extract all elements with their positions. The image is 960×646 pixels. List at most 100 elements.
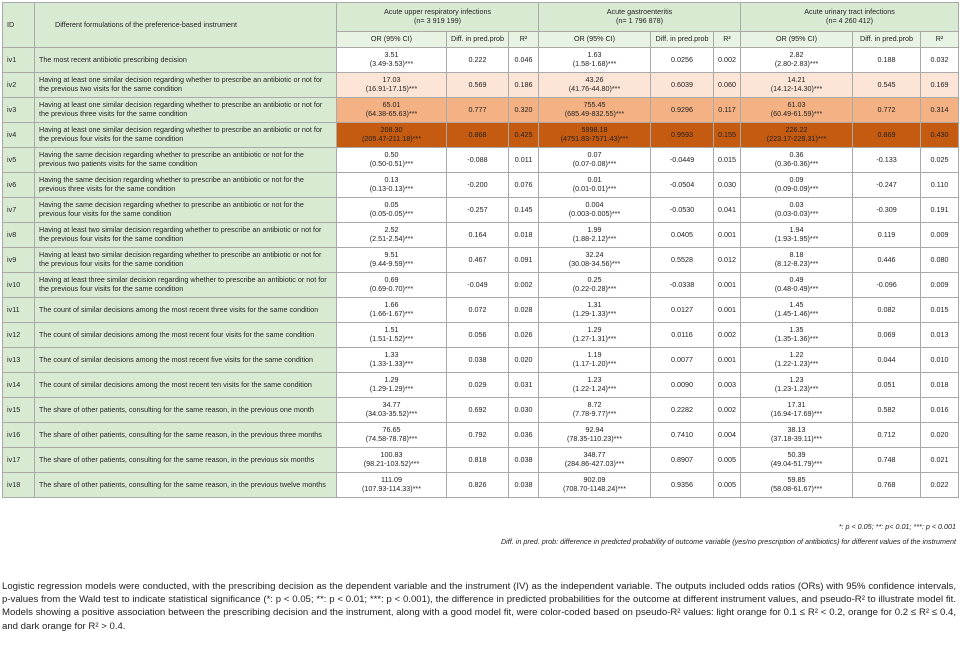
confidence-interval: (0.69-0.70)*** bbox=[369, 284, 414, 293]
table-row: iv8 Having at least two similar decision … bbox=[2, 222, 960, 248]
r-squared: 0.001 bbox=[713, 297, 742, 323]
odds-ratio: 92.94 bbox=[585, 425, 604, 435]
odds-ratio-cell: 14.21 (14.12-14.30)*** bbox=[740, 72, 854, 98]
odds-ratio-cell: 34.77 (34.03-35.52)*** bbox=[336, 397, 447, 423]
r-squared: 0.021 bbox=[920, 447, 960, 473]
r-squared: 0.001 bbox=[713, 347, 742, 373]
confidence-interval: (0.48-0.49)*** bbox=[774, 284, 819, 293]
odds-ratio-cell: 226.22 (223.17-229.31)*** bbox=[740, 122, 854, 148]
caption: Logistic regression models were conducte… bbox=[2, 581, 956, 632]
r-squared: 0.076 bbox=[507, 172, 540, 198]
odds-ratio: 1.51 bbox=[384, 325, 399, 335]
r-squared: 0.020 bbox=[507, 347, 540, 373]
table-row: iv15 The share of other patients, consult… bbox=[2, 397, 960, 423]
group-name: Acute gastroenteritis bbox=[606, 7, 673, 17]
r-squared: 0.001 bbox=[713, 272, 742, 298]
diff-pred-prob: 0.467 bbox=[446, 247, 509, 273]
diff-pred-prob: 0.038 bbox=[446, 347, 509, 373]
r-squared: 0.016 bbox=[920, 397, 960, 423]
r-squared: 0.002 bbox=[713, 47, 742, 73]
subheader: R² bbox=[920, 31, 960, 48]
odds-ratio: 0.05 bbox=[384, 200, 399, 210]
odds-ratio-cell: 0.01 (0.01-0.01)*** bbox=[538, 172, 652, 198]
odds-ratio-cell: 348.77 (284.86-427.03)*** bbox=[538, 447, 652, 473]
diff-pred-prob: 0.768 bbox=[852, 472, 922, 498]
group-header: Acute upper respiratory infections (n= 3 … bbox=[335, 2, 540, 32]
group-n: (n= 1 796 878) bbox=[616, 16, 663, 25]
row-description: Having at least one similar decision reg… bbox=[34, 122, 337, 148]
header-row: ID Different formulations of the preferen… bbox=[2, 2, 960, 48]
r-squared: 0.010 bbox=[920, 347, 960, 373]
r-squared: 0.155 bbox=[713, 122, 742, 148]
odds-ratio-cell: 59.85 (58.08-61.67)*** bbox=[740, 472, 854, 498]
subheader: OR (95% CI) bbox=[538, 31, 652, 48]
subheader: Diff. in pred.prob bbox=[446, 31, 509, 48]
r-squared: 0.009 bbox=[920, 222, 960, 248]
confidence-interval: (2.80-2.83)*** bbox=[774, 59, 819, 68]
odds-ratio: 5998.18 bbox=[581, 125, 608, 135]
diff-pred-prob: -0.0449 bbox=[650, 147, 715, 173]
group-name: Acute urinary tract infections bbox=[804, 7, 895, 17]
confidence-interval: (16.94-17.69)*** bbox=[770, 409, 823, 418]
odds-ratio-cell: 9.51 (9.44-9.59)*** bbox=[336, 247, 447, 273]
results-table: ID Different formulations of the preferen… bbox=[2, 2, 960, 498]
subheader: OR (95% CI) bbox=[740, 31, 854, 48]
odds-ratio-cell: 0.36 (0.36-0.36)*** bbox=[740, 147, 854, 173]
diff-pred-prob: 0.056 bbox=[446, 322, 509, 348]
row-description: Having at least three similar decision r… bbox=[34, 272, 337, 298]
odds-ratio: 9.51 bbox=[384, 250, 399, 260]
odds-ratio: 8.18 bbox=[789, 250, 804, 260]
group-name: Acute upper respiratory infections bbox=[383, 7, 492, 17]
odds-ratio-cell: 0.03 (0.03-0.03)*** bbox=[740, 197, 854, 223]
confidence-interval: (37.18-39.11)*** bbox=[771, 434, 823, 443]
odds-ratio-cell: 1.35 (1.35-1.36)*** bbox=[740, 322, 854, 348]
odds-ratio: 2.82 bbox=[789, 50, 804, 60]
odds-ratio: 17.31 bbox=[787, 400, 806, 410]
confidence-interval: (0.36-0.36)*** bbox=[774, 159, 819, 168]
odds-ratio: 1.29 bbox=[384, 375, 399, 385]
confidence-interval: (1.58-1.68)*** bbox=[572, 59, 617, 68]
odds-ratio: 0.25 bbox=[587, 275, 602, 285]
odds-ratio-cell: 0.05 (0.05-0.05)*** bbox=[336, 197, 447, 223]
confidence-interval: (0.07-0.08)*** bbox=[572, 159, 617, 168]
row-id: iv5 bbox=[2, 147, 35, 173]
odds-ratio: 755.45 bbox=[583, 100, 606, 110]
odds-ratio-cell: 1.51 (1.51-1.52)*** bbox=[336, 322, 447, 348]
confidence-interval: (1.93-1.95)*** bbox=[774, 234, 819, 243]
diff-pred-prob: 0.051 bbox=[852, 372, 922, 398]
description-header: Different formulations of the preference… bbox=[34, 2, 337, 48]
odds-ratio: 50.39 bbox=[787, 450, 806, 460]
odds-ratio: 0.69 bbox=[384, 275, 399, 285]
odds-ratio-cell: 0.13 (0.13-0.13)*** bbox=[336, 172, 447, 198]
odds-ratio: 1.94 bbox=[789, 225, 804, 235]
table-row: iv11 The count of similar decisions among… bbox=[2, 297, 960, 323]
row-id: iv16 bbox=[2, 422, 35, 448]
table-row: iv13 The count of similar decisions among… bbox=[2, 347, 960, 373]
confidence-interval: (74.58-78.78)*** bbox=[365, 434, 418, 443]
confidence-interval: (3.49-3.53)*** bbox=[369, 59, 414, 68]
r-squared: 0.002 bbox=[713, 322, 742, 348]
odds-ratio-cell: 902.09 (708.70-1148.24)*** bbox=[538, 472, 652, 498]
odds-ratio-cell: 1.23 (1.23-1.23)*** bbox=[740, 372, 854, 398]
r-squared: 0.004 bbox=[713, 422, 742, 448]
diff-pred-prob: -0.133 bbox=[852, 147, 922, 173]
odds-ratio-cell: 1.45 (1.45-1.46)*** bbox=[740, 297, 854, 323]
row-id: iv9 bbox=[2, 247, 35, 273]
odds-ratio: 0.07 bbox=[587, 150, 602, 160]
row-description: Having at least one similar decision reg… bbox=[34, 97, 337, 123]
odds-ratio: 0.36 bbox=[789, 150, 804, 160]
row-id: iv1 bbox=[2, 47, 35, 73]
table-row: iv7 Having the same decision regarding wh… bbox=[2, 197, 960, 223]
group-n: (n= 4 260 412) bbox=[826, 16, 874, 25]
odds-ratio: 1.33 bbox=[384, 350, 399, 360]
confidence-interval: (0.003-0.005)*** bbox=[568, 209, 621, 218]
row-description: The count of similar decisions among the… bbox=[34, 347, 337, 373]
odds-ratio: 1.66 bbox=[384, 300, 399, 310]
odds-ratio: 1.35 bbox=[789, 325, 804, 335]
subheader: Diff. in pred.prob bbox=[650, 31, 715, 48]
odds-ratio: 38.13 bbox=[787, 425, 806, 435]
odds-ratio-cell: 3.51 (3.49-3.53)*** bbox=[336, 47, 447, 73]
row-id: iv17 bbox=[2, 447, 35, 473]
row-id: iv2 bbox=[2, 72, 35, 98]
